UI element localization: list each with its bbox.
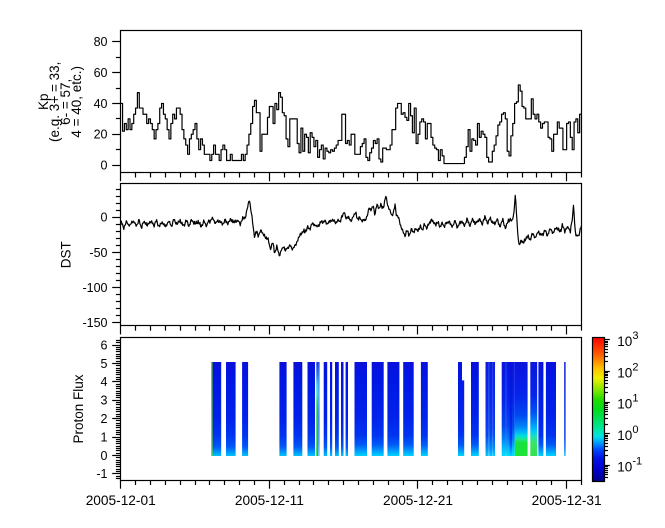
svg-text:6: 6 bbox=[101, 338, 108, 352]
svg-text:-100: -100 bbox=[82, 281, 107, 295]
svg-text:-150: -150 bbox=[82, 316, 107, 330]
svg-text:2005-12-31: 2005-12-31 bbox=[532, 493, 602, 508]
svg-text:20: 20 bbox=[94, 128, 108, 142]
svg-text:2005-12-01: 2005-12-01 bbox=[86, 493, 156, 508]
svg-text:4: 4 bbox=[101, 375, 108, 389]
svg-text:40: 40 bbox=[94, 97, 108, 111]
svg-text:1: 1 bbox=[101, 430, 108, 444]
svg-text:2005-12-21: 2005-12-21 bbox=[383, 493, 453, 508]
svg-text:-50: -50 bbox=[89, 246, 107, 260]
svg-text:5: 5 bbox=[101, 357, 108, 371]
svg-text:Kp(e.g. 3+ = 33,6- = 57,4 = 40: Kp(e.g. 3+ = 33,6- = 57,4 = 40, etc.) bbox=[36, 62, 84, 142]
svg-text:Proton Flux: Proton Flux bbox=[71, 374, 86, 443]
svg-text:0: 0 bbox=[101, 159, 108, 173]
svg-text:3: 3 bbox=[101, 394, 108, 408]
svg-text:2005-12-11: 2005-12-11 bbox=[235, 493, 304, 508]
svg-text:80: 80 bbox=[94, 35, 108, 49]
svg-text:2: 2 bbox=[101, 412, 108, 426]
svg-text:-1: -1 bbox=[96, 467, 107, 481]
svg-text:60: 60 bbox=[94, 66, 108, 80]
svg-text:0: 0 bbox=[101, 211, 108, 225]
svg-text:DST: DST bbox=[59, 241, 74, 268]
svg-text:0: 0 bbox=[101, 449, 108, 463]
